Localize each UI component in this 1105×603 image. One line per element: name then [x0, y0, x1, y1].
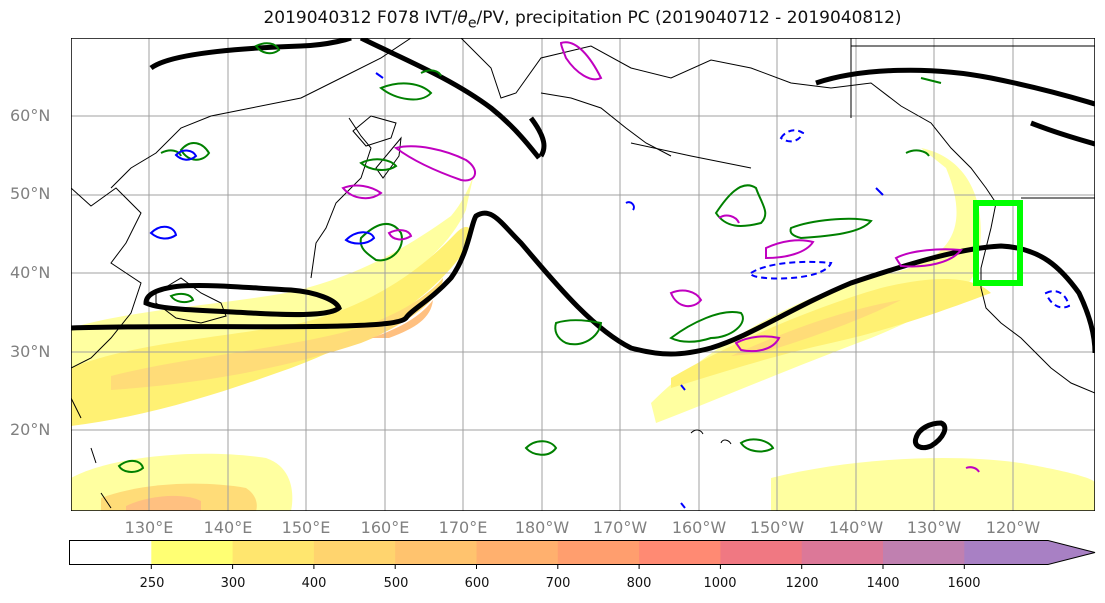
colorbar-cell	[964, 541, 1095, 564]
colorbar-label-300: 300	[220, 576, 246, 591]
colorbar-label-250: 250	[139, 576, 165, 591]
colorbar-cell	[232, 541, 315, 564]
colorbar-ticks	[150, 564, 965, 569]
jet-contours	[71, 38, 1095, 451]
lat-label-40n: 40°N	[10, 263, 51, 282]
lon-label-160e: 160°E	[360, 518, 410, 537]
colorbar-cell	[639, 541, 721, 564]
colorbar-cell	[70, 541, 152, 564]
map-panel	[71, 38, 1095, 511]
colorbar-label-700: 700	[545, 576, 571, 591]
colorbar-cell	[557, 541, 640, 564]
lat-label-60n: 60°N	[10, 106, 51, 125]
lon-label-140w: 140°W	[828, 518, 884, 537]
lon-label-150e: 150°E	[281, 518, 331, 537]
figure-title: 2019040312 F078 IVT/θe/PV, precipitation…	[263, 8, 902, 32]
colorbar-cell	[883, 541, 965, 564]
colorbar-label-1200: 1200	[785, 576, 819, 591]
lon-label-140e: 140°E	[203, 518, 253, 537]
colorbar-label-500: 500	[383, 576, 409, 591]
colorbar-cells	[70, 541, 1095, 564]
colorbar-label-1600: 1600	[947, 576, 981, 591]
lat-label-30n: 30°N	[10, 342, 51, 361]
colorbar-label-600: 600	[464, 576, 490, 591]
highlight-box	[973, 200, 1023, 286]
lon-label-130w: 130°W	[906, 518, 962, 537]
lon-label-120w: 120°W	[985, 518, 1041, 537]
pv-contours	[341, 41, 980, 473]
colorbar-label-800: 800	[626, 576, 652, 591]
lon-label-130e: 130°E	[124, 518, 174, 537]
colorbar-outline	[69, 540, 1096, 565]
lat-label-50n: 50°N	[10, 184, 51, 203]
coastlines	[71, 38, 1095, 509]
colorbar-cell	[476, 541, 559, 564]
colorbar-label-1400: 1400	[866, 576, 900, 591]
theta-e-contours	[117, 42, 942, 473]
lon-label-170w: 170°W	[592, 518, 648, 537]
colorbar-label-400: 400	[301, 576, 327, 591]
lon-label-160w: 160°W	[671, 518, 727, 537]
colorbar-label-1000: 1000	[703, 576, 737, 591]
colorbar-cell	[151, 541, 234, 564]
negative-contours	[149, 72, 1071, 509]
colorbar	[69, 540, 1096, 569]
lon-label-150w: 150°W	[749, 518, 805, 537]
lat-label-20n: 20°N	[10, 420, 51, 439]
lon-label-180w: 180°W	[514, 518, 570, 537]
graticule	[71, 38, 1095, 511]
colorbar-cell	[395, 541, 477, 564]
colorbar-cell	[720, 541, 803, 564]
ivt-shading	[71, 148, 1095, 511]
lon-label-170e: 170°E	[438, 518, 488, 537]
colorbar-cell	[313, 541, 396, 564]
colorbar-cell	[801, 541, 884, 564]
